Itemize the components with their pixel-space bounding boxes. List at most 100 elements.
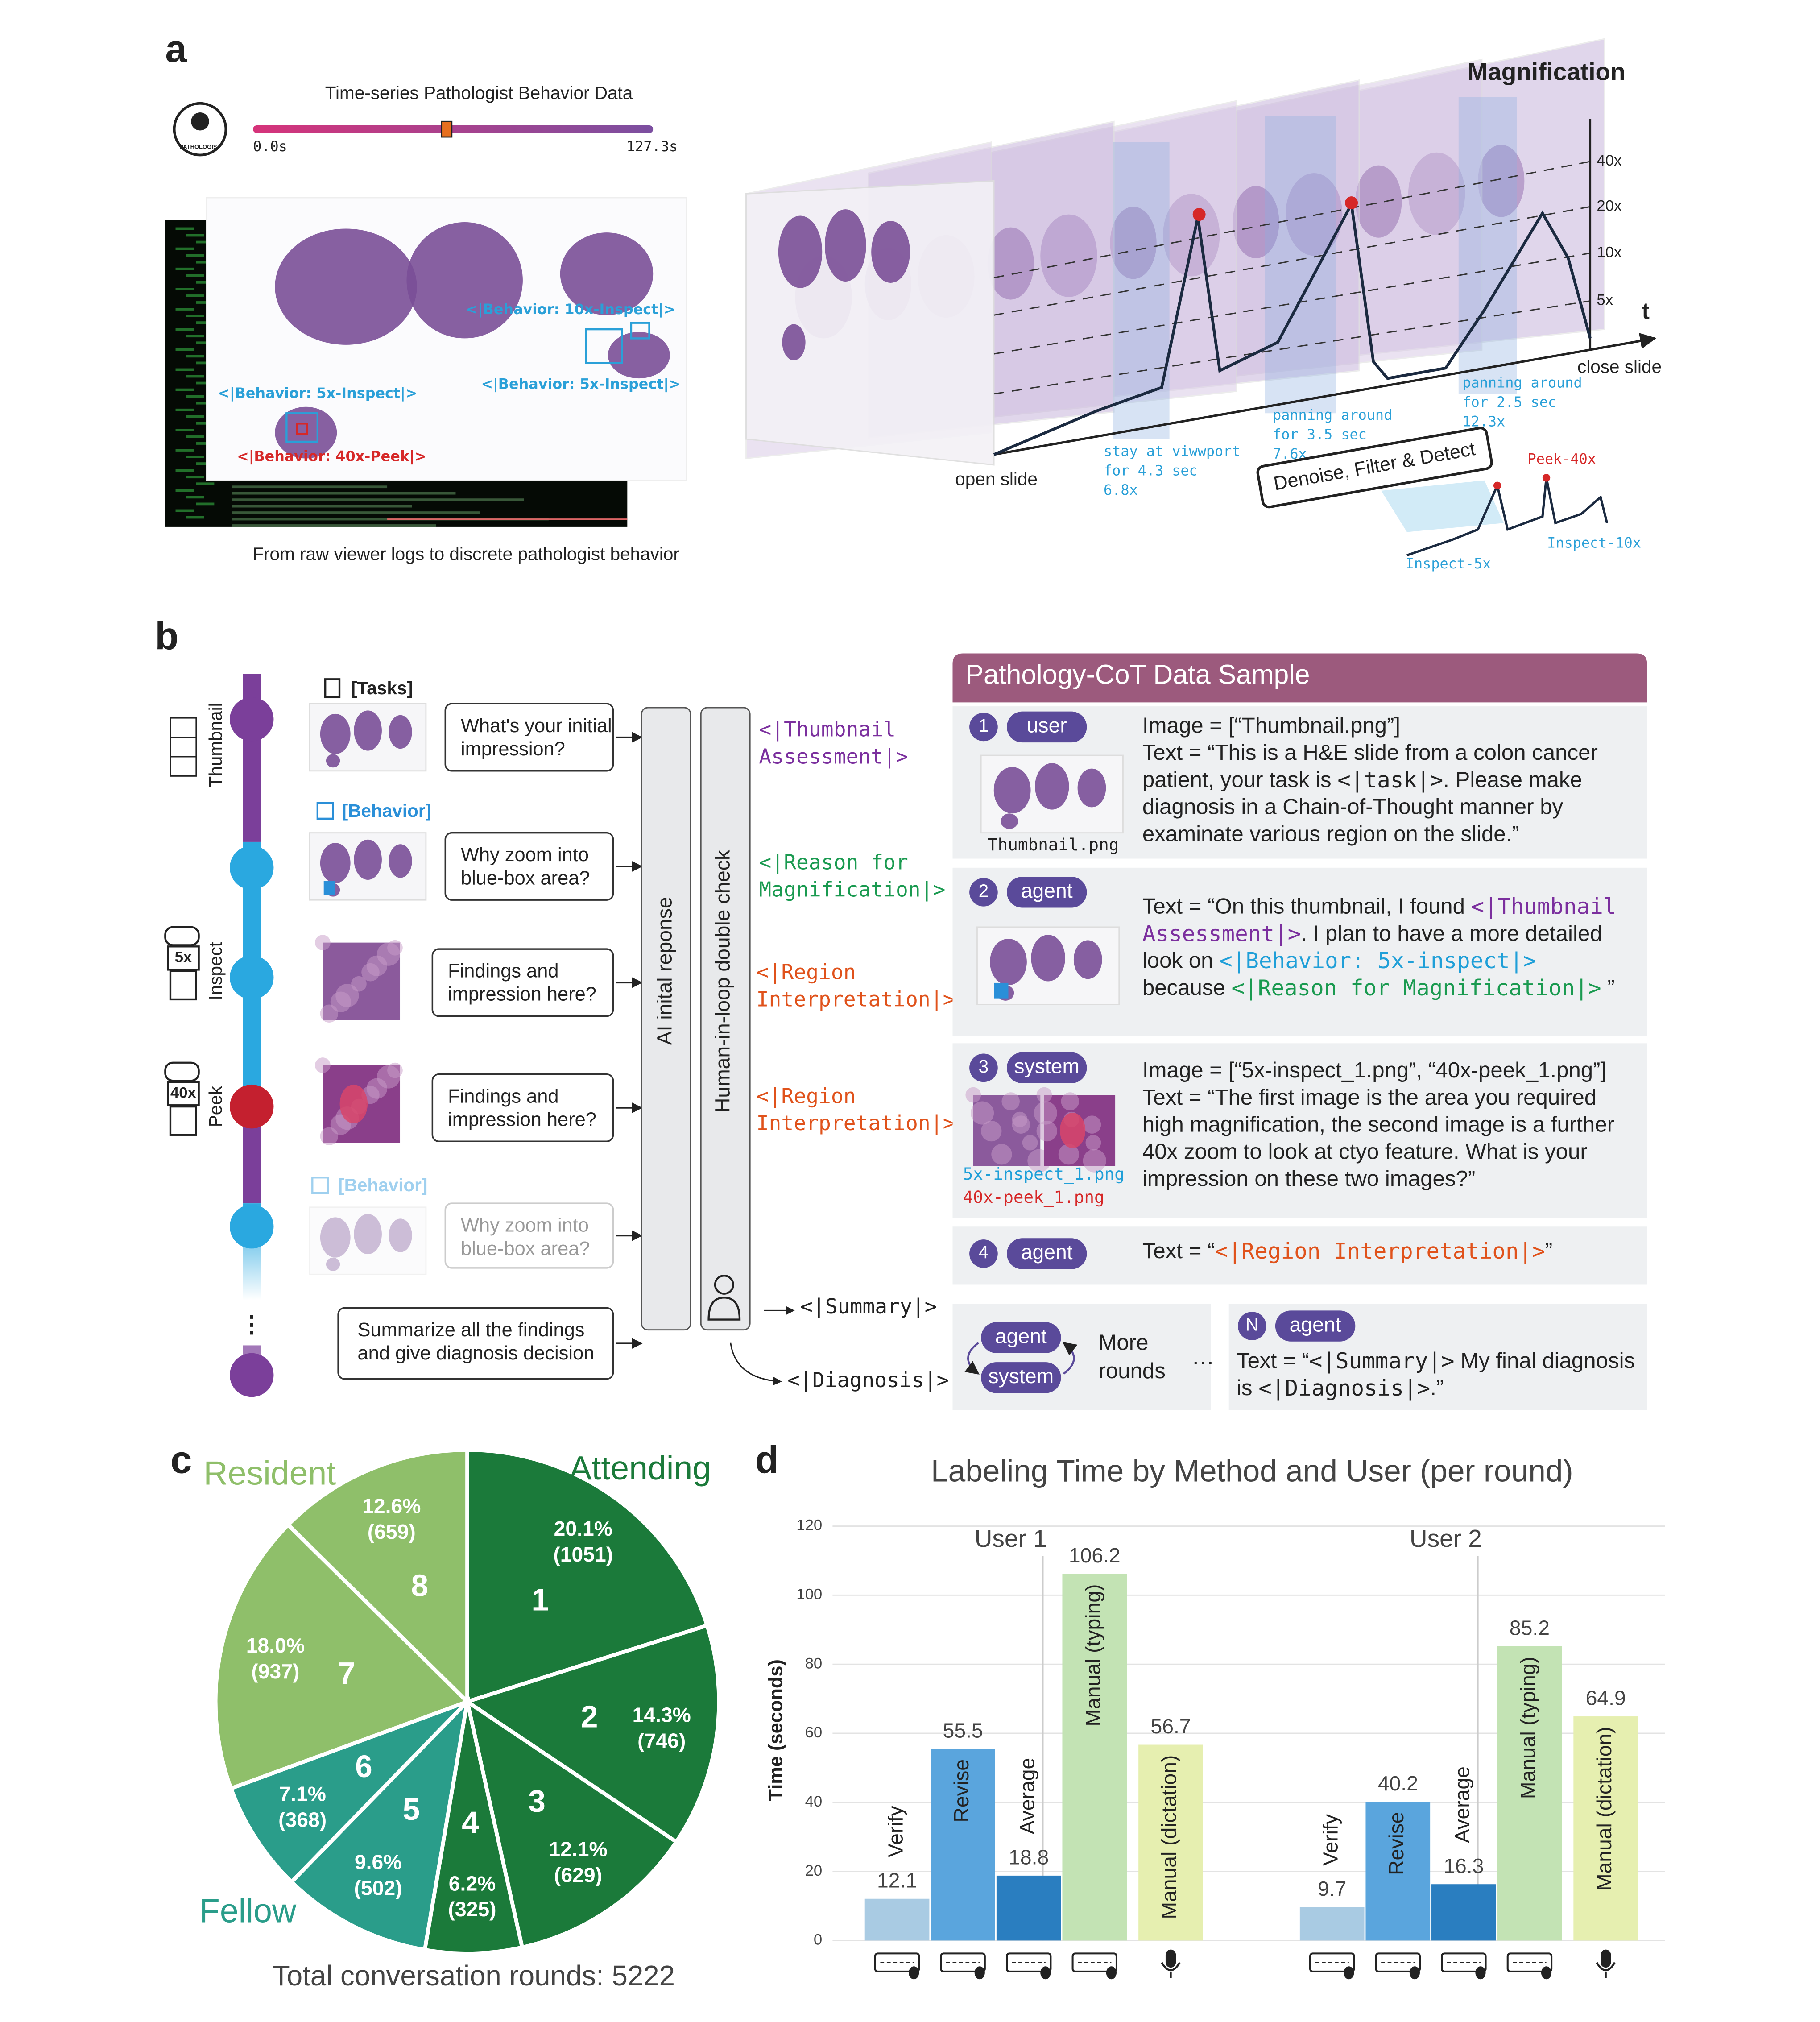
log-line bbox=[232, 498, 524, 501]
mouse-icon bbox=[1344, 1966, 1354, 1980]
label: agent bbox=[1021, 879, 1073, 902]
mic-icon bbox=[1596, 1962, 1616, 1978]
log-line bbox=[232, 511, 480, 514]
tissue bbox=[987, 227, 1034, 300]
time-axis bbox=[993, 333, 1657, 456]
log-line bbox=[175, 368, 194, 371]
label: 0 bbox=[814, 1931, 822, 1948]
tissue bbox=[1031, 935, 1065, 982]
label: What's your initial bbox=[461, 715, 612, 737]
log-line bbox=[232, 485, 388, 489]
index-badge bbox=[969, 713, 998, 742]
label: User 1 bbox=[975, 1525, 1047, 1552]
segment: ” bbox=[1601, 975, 1615, 1000]
tile-texture bbox=[971, 1101, 994, 1125]
label: 4 bbox=[979, 1242, 989, 1263]
label: and give diagnosis decision bbox=[358, 1342, 595, 1364]
timeline-node bbox=[230, 697, 274, 742]
keyboard-icon bbox=[1005, 1952, 1052, 1972]
label: … bbox=[1191, 1344, 1215, 1370]
prompt-box bbox=[431, 1073, 614, 1142]
magnification-trace bbox=[993, 199, 1592, 456]
tissue bbox=[389, 1218, 412, 1252]
label: User 2 bbox=[1410, 1525, 1482, 1552]
segment: ” bbox=[1545, 1239, 1552, 1263]
label: agent bbox=[1290, 1313, 1341, 1336]
label: From raw viewer logs to discrete patholo… bbox=[252, 543, 679, 564]
series-label: Manual (typing) bbox=[1081, 1584, 1104, 1727]
prompt-box bbox=[337, 1307, 614, 1380]
series-label: Manual (dictation) bbox=[1158, 1755, 1181, 1919]
label: Text = “This is a H&E slide from a colon… bbox=[1142, 740, 1598, 765]
log-line bbox=[186, 254, 204, 257]
log-line bbox=[232, 505, 412, 508]
icon-grid bbox=[170, 756, 197, 777]
mouse-icon bbox=[1475, 1966, 1486, 1980]
icon-grid bbox=[170, 717, 197, 738]
icon-scope bbox=[167, 945, 200, 971]
tissue bbox=[990, 938, 1027, 986]
label: Findings and bbox=[448, 1086, 558, 1107]
label: high magnification, the second image is … bbox=[1142, 1112, 1614, 1137]
role-pill bbox=[981, 1322, 1061, 1353]
log-line bbox=[196, 240, 215, 244]
label: Thumbnail bbox=[205, 703, 226, 787]
label: for 3.5 sec bbox=[1273, 426, 1367, 443]
keyboard-icon bbox=[1071, 1952, 1118, 1972]
label: <|Behavior: 5x-Inspect|> bbox=[481, 376, 681, 393]
log-line bbox=[186, 456, 204, 458]
log-line bbox=[196, 361, 215, 365]
label: 20 bbox=[805, 1862, 823, 1879]
log-line bbox=[175, 469, 194, 472]
bar bbox=[1497, 1646, 1562, 1941]
prompt-box bbox=[444, 1202, 614, 1269]
label: 80 bbox=[805, 1655, 823, 1672]
label: <|Region bbox=[757, 1084, 856, 1108]
segment: Text = “On this thumbnail, I found bbox=[1142, 894, 1471, 919]
mag-level bbox=[993, 161, 1591, 278]
index-badge bbox=[1237, 1312, 1266, 1340]
tissue bbox=[320, 843, 351, 883]
bar bbox=[1431, 1884, 1496, 1941]
icon-scope bbox=[167, 1081, 200, 1106]
bar bbox=[1299, 1907, 1365, 1941]
label: for 4.3 sec bbox=[1104, 462, 1198, 479]
token: Assessment|> bbox=[1142, 920, 1301, 946]
label: Pathology-CoT Data Sample bbox=[965, 659, 1310, 690]
label: agent bbox=[995, 1324, 1047, 1347]
label: Labeling Time by Method and User (per ro… bbox=[931, 1453, 1573, 1488]
label: Peek-40x bbox=[1528, 450, 1596, 467]
mic-icon bbox=[1601, 1949, 1611, 1968]
tile-texture bbox=[981, 1120, 1002, 1142]
tile-texture bbox=[1083, 1149, 1106, 1173]
label: 5 bbox=[403, 1792, 420, 1827]
role-pill bbox=[1275, 1310, 1356, 1342]
label: 60 bbox=[805, 1724, 823, 1741]
tile-spot bbox=[1059, 1112, 1086, 1148]
log-line bbox=[232, 524, 437, 527]
prompt-box bbox=[444, 832, 614, 901]
log-line bbox=[175, 408, 194, 411]
label: impression on these two images?” bbox=[1142, 1166, 1475, 1191]
segment: .” bbox=[1430, 1376, 1444, 1400]
label: 9.6% bbox=[355, 1851, 402, 1874]
tile-texture bbox=[1001, 1092, 1020, 1110]
log-line bbox=[196, 281, 215, 284]
bar bbox=[1573, 1716, 1638, 1941]
label: Interpretation|> bbox=[757, 1111, 956, 1135]
label: Findings and bbox=[448, 961, 558, 982]
tile-texture bbox=[1085, 1135, 1101, 1151]
human-column bbox=[700, 707, 751, 1331]
log-line bbox=[175, 267, 194, 270]
tile-texture bbox=[1012, 1111, 1028, 1127]
label: 127.3s bbox=[626, 138, 678, 155]
log-line bbox=[196, 301, 215, 304]
segment: . I plan to have a more detailed bbox=[1301, 921, 1602, 945]
label: system bbox=[1014, 1055, 1080, 1078]
message-line: Text = “On this thumbnail, I found <|Thu… bbox=[1142, 893, 1617, 919]
label: Thumbnail.png bbox=[988, 835, 1119, 854]
roi-box bbox=[585, 328, 623, 364]
segment: Text = “ bbox=[1237, 1348, 1309, 1373]
label: diagnosis in a Chain-of-Thought manner b… bbox=[1142, 795, 1564, 819]
token: <|Region Interpretation|> bbox=[1215, 1238, 1545, 1264]
